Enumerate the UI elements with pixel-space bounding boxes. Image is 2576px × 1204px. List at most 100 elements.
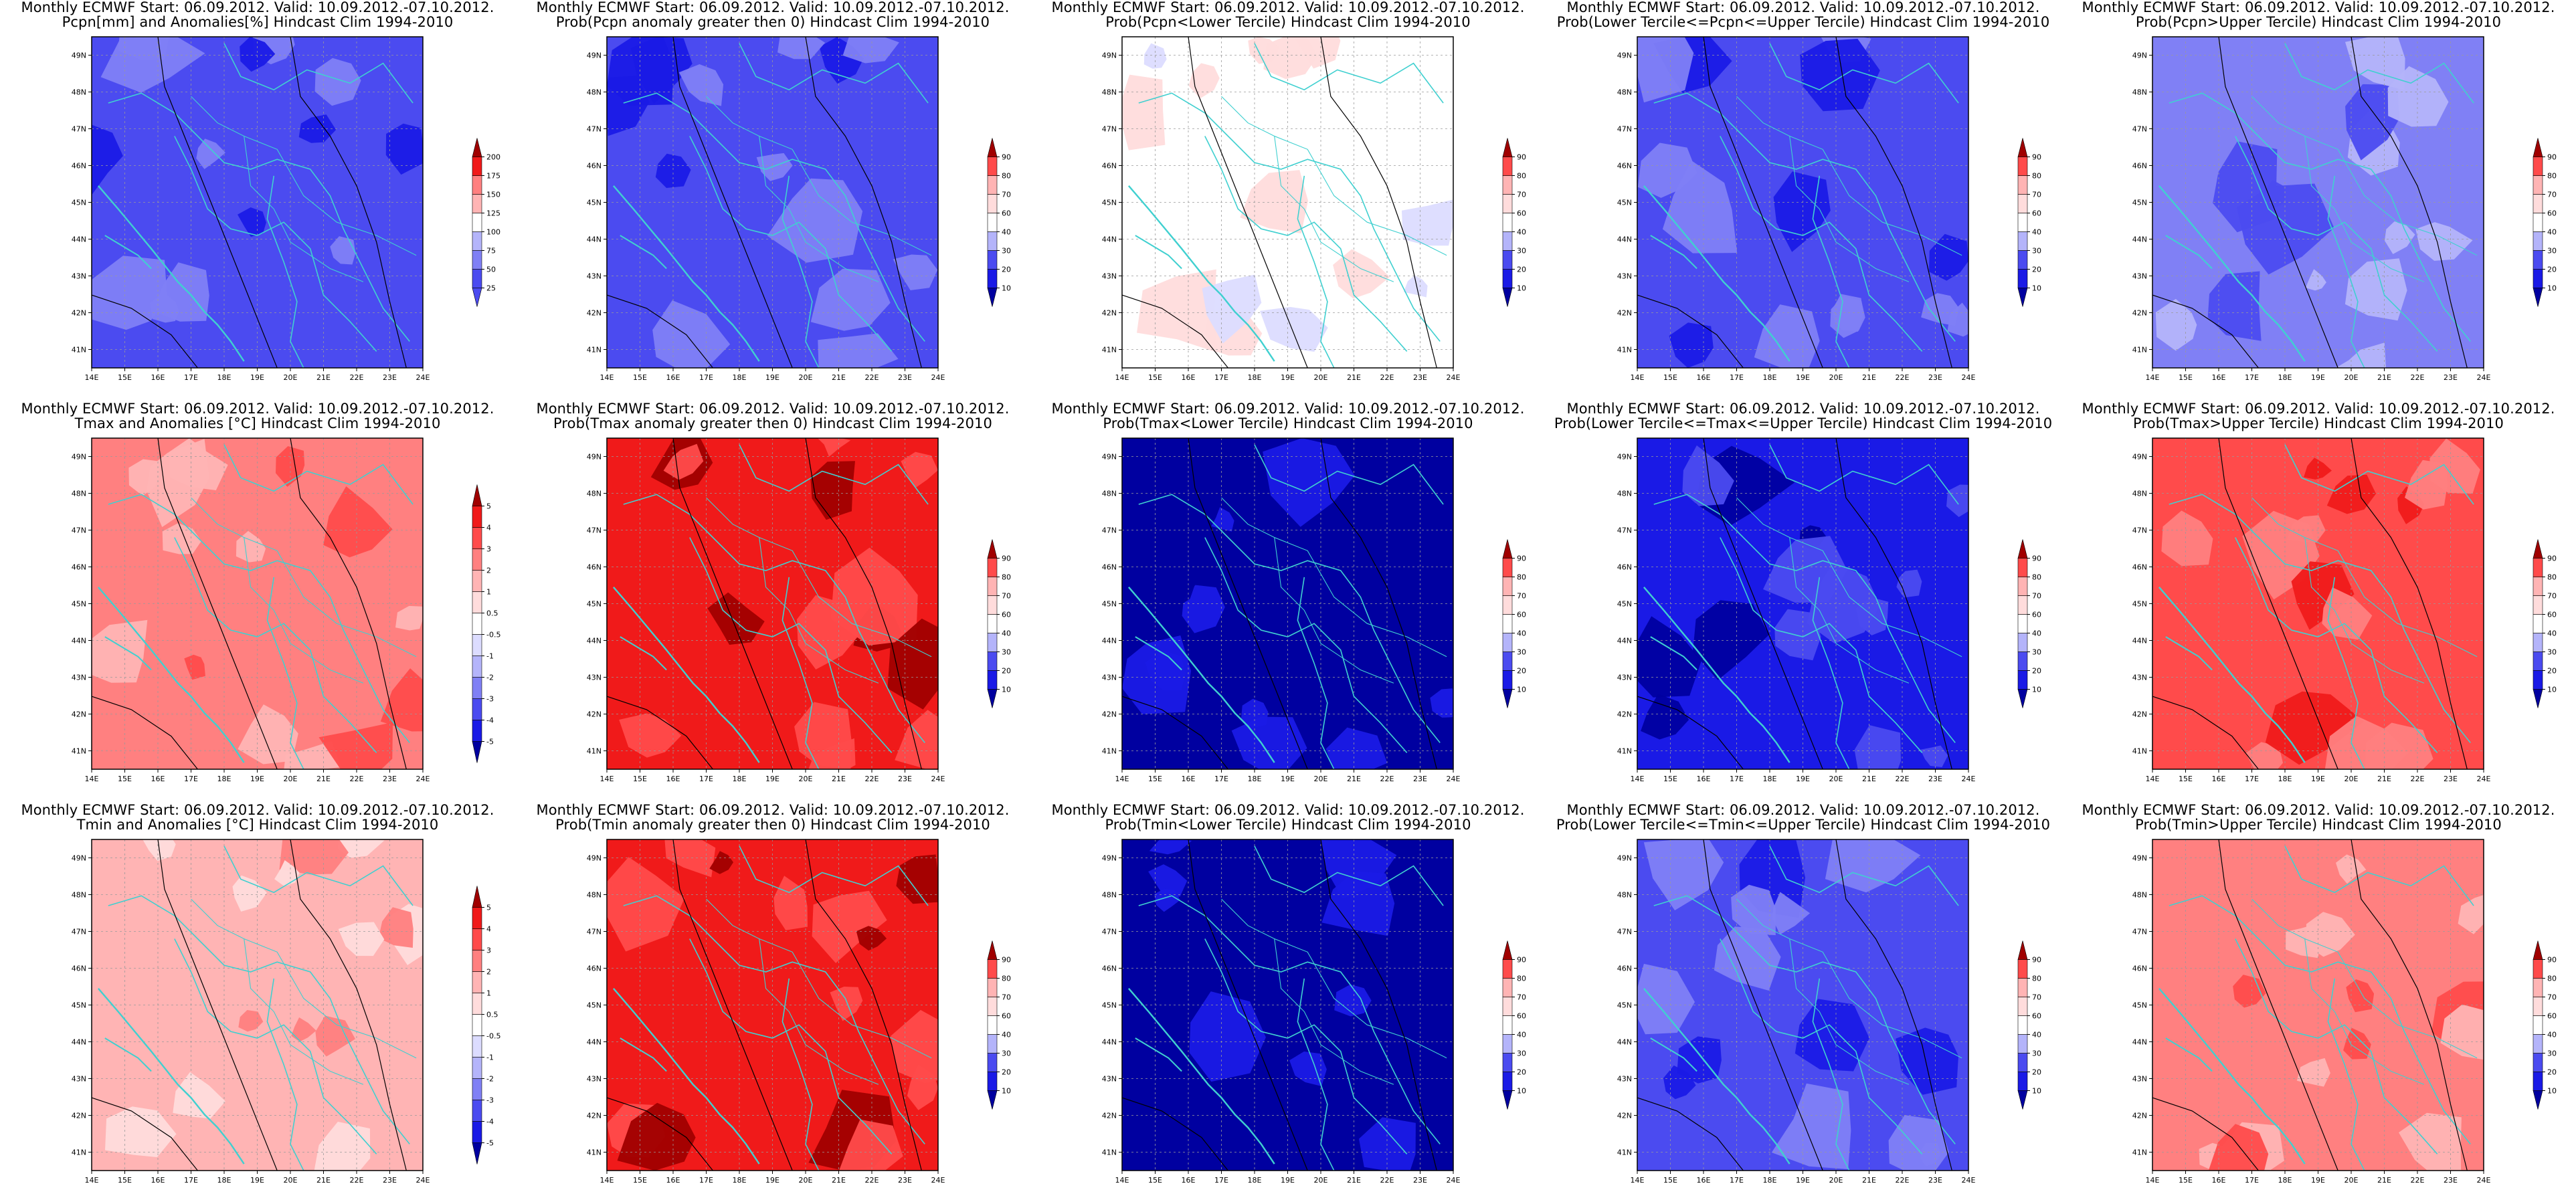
panel-title: Prob(Pcpn<Lower Tercile) Hindcast Clim 1… [1105,14,1471,30]
lat-tick-label: 44N [2132,1038,2147,1047]
colorbar-label: -3 [486,695,494,704]
lat-tick-label: 46N [1617,162,1632,171]
lon-tick-label: 14E [1631,373,1645,382]
lat-tick-label: 47N [1617,928,1632,936]
panel-header: Monthly ECMWF Start: 06.09.2012. Valid: … [536,401,1010,417]
lon-tick-label: 22E [1896,373,1910,382]
colorbar-swatch [2017,157,2028,176]
lat-tick-label: 49N [587,453,602,462]
map-plot: 41N 42N 43N 44N 45N 46N 47N 48N 49N 14E 15E 16E 17E 1… [72,839,500,1185]
coastline [97,185,245,362]
lat-tick-label: 46N [72,563,86,572]
colorbar-swatch [2533,959,2543,979]
colorbar-swatch [2017,614,2028,633]
colorbar-swatch [1502,288,1513,307]
colorbar-swatch [1502,959,1513,979]
colorbar-swatch [987,213,998,232]
coastline [104,1037,152,1072]
lon-tick-label: 14E [1631,1176,1645,1185]
colorbar-swatch [2533,651,2543,671]
contour-line [606,294,713,369]
lon-tick-label: 21E [1862,775,1876,783]
colorbar-swatch [987,1090,998,1110]
colorbar-swatch [2533,157,2543,176]
lon-tick-label: 24E [931,1176,945,1185]
colorbar-swatch [1502,595,1513,615]
colorbar-label: 90 [1517,153,1526,162]
lon-tick-label: 22E [350,373,364,382]
map-panel: Monthly ECMWF Start: 06.09.2012. Valid: … [2061,0,2576,401]
lon-tick-label: 24E [1447,1176,1461,1185]
lat-tick-label: 48N [587,88,602,97]
river [1221,96,1447,256]
lon-tick-label: 18E [733,1176,747,1185]
colorbar: -5 -4 -3 -2 -1 -0.5 0.5 1 2 3 4 5 [472,886,500,1165]
lon-tick-label: 17E [1730,373,1744,382]
coastline [2165,636,2213,671]
colorbar-label: 40 [1517,1031,1526,1039]
contour-line [1121,696,1228,770]
colorbar-swatch [472,1142,482,1165]
contour-line [2218,437,2338,770]
river [1736,497,1962,658]
colorbar-swatch [987,194,998,213]
country-border [2169,895,2471,1144]
colorbar-label: 40 [1002,629,1011,638]
field-patches [1637,839,1958,1171]
lon-tick-label: 17E [184,373,198,382]
field-patches [2199,854,2484,1171]
lon-tick-label: 21E [1347,775,1361,783]
lon-tick-label: 24E [931,775,945,783]
lat-tick-label: 42N [2132,309,2147,318]
country-border [1769,845,1959,906]
lat-tick-label: 49N [1102,453,1117,462]
contour-line [2152,294,2259,369]
colorbar-label: 3 [486,946,491,955]
lat-tick-label: 48N [1617,891,1632,900]
contour-line [2152,696,2259,770]
river [244,136,364,282]
lon-tick-label: 19E [1281,1176,1295,1185]
country-border [623,895,925,1144]
colorbar-swatch [472,527,482,549]
panel-title: Prob(Pcpn>Upper Tercile) Hindcast Clim 1… [2135,14,2502,30]
country-border [1297,175,1335,369]
lat-tick-label: 42N [587,309,602,318]
country-border [1297,577,1335,770]
colorbar-swatch [1502,1034,1513,1054]
field-patches [1122,37,1453,356]
colorbar-label: 2 [486,968,491,977]
panel-title: Prob(Tmin>Upper Tercile) Hindcast Clim 1… [2135,817,2502,833]
colorbar-swatch [1502,1090,1513,1110]
panel-header: Monthly ECMWF Start: 06.09.2012. Valid: … [2082,802,2555,818]
lat-tick-label: 41N [72,747,86,756]
panel-header: Monthly ECMWF Start: 06.09.2012. Valid: … [1566,802,2040,818]
lon-tick-label: 14E [1115,775,1129,783]
lon-tick-label: 17E [2245,775,2259,783]
lat-tick-label: 42N [1102,309,1117,318]
colorbar-label: 70 [1517,191,1526,199]
lon-tick-label: 23E [1928,1176,1942,1185]
lon-tick-label: 21E [2377,775,2391,783]
lon-tick-label: 23E [1413,775,1427,783]
river [244,938,364,1085]
colorbar-label: 60 [2547,209,2557,218]
colorbar-label: 10 [2547,686,2557,694]
lat-tick-label: 43N [1617,674,1632,682]
colorbar-label: 20 [1002,667,1011,676]
coastline [1127,587,1275,763]
lon-tick-label: 19E [1281,775,1295,783]
lon-tick-label: 15E [1148,373,1162,382]
colorbar-swatch [987,539,998,559]
contour-line [1637,294,1744,369]
colorbar-swatch [2017,269,2028,288]
colorbar-swatch [472,138,482,157]
lon-tick-label: 19E [765,373,779,382]
colorbar-swatch [472,1100,482,1122]
colorbar-label: 10 [1002,1087,1011,1096]
lon-tick-label: 23E [898,1176,912,1185]
coastline [2165,235,2213,270]
contour-line [1703,839,1823,1171]
country-border [1138,895,1441,1144]
map-panel: Monthly ECMWF Start: 06.09.2012. Valid: … [1030,401,1546,803]
